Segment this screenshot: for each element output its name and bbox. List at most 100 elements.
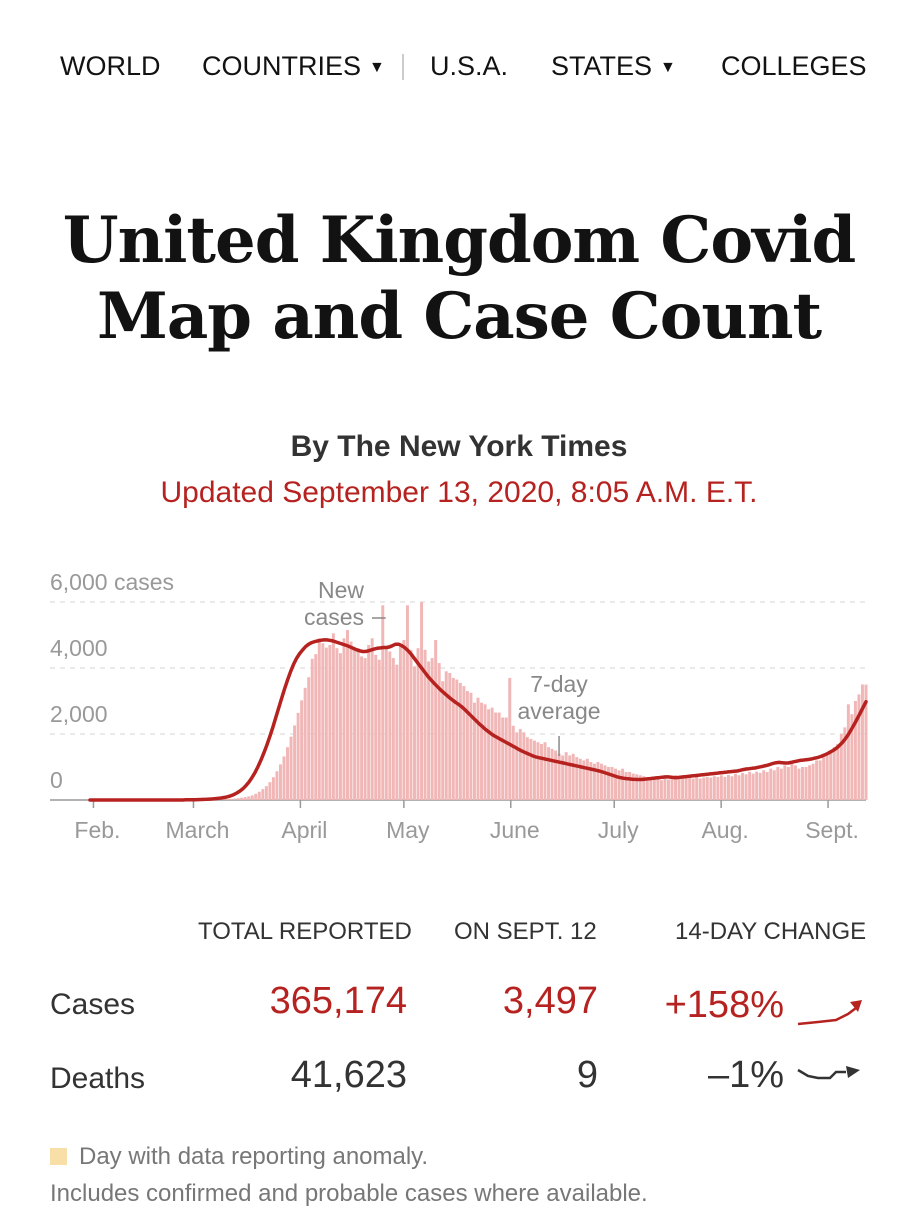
new-cases-bar: [445, 671, 448, 800]
new-cases-bar: [290, 737, 293, 800]
new-cases-bar: [826, 755, 829, 800]
y-tick-label: 6,000 cases: [50, 569, 174, 595]
new-cases-bar: [547, 747, 550, 800]
new-cases-bar: [462, 686, 465, 800]
new-cases-bar: [759, 773, 762, 800]
new-cases-bar: [773, 770, 776, 800]
nav-item-usa[interactable]: U.S.A.: [430, 46, 508, 86]
new-cases-bar: [293, 725, 296, 800]
new-cases-bar: [346, 630, 349, 800]
caret-down-icon: ▼: [660, 59, 676, 76]
new-cases-bar: [741, 773, 744, 800]
new-cases-bar: [716, 777, 719, 800]
new-cases-bar: [233, 799, 236, 800]
nav-item-label: COLLEGES: [721, 51, 867, 81]
new-cases-bar: [357, 648, 360, 800]
new-cases-bar: [836, 744, 839, 800]
new-cases-bar: [240, 798, 243, 800]
new-cases-bar: [417, 648, 420, 800]
new-cases-bar: [720, 775, 723, 800]
new-cases-bar: [494, 713, 497, 800]
new-cases-bar: [392, 658, 395, 800]
anomaly-swatch: [50, 1148, 67, 1165]
nav-item-label: COUNTRIES: [202, 51, 361, 81]
new-cases-bar: [304, 688, 307, 800]
x-tick-label: July: [598, 817, 639, 843]
new-cases-bar: [551, 749, 554, 800]
new-cases-bar: [378, 660, 381, 800]
new-cases-bar: [667, 780, 670, 800]
new-cases-bar: [438, 663, 441, 800]
new-cases-bar: [441, 681, 444, 800]
new-cases-bar: [681, 777, 684, 800]
new-cases-bar: [272, 777, 275, 800]
new-cases-bar: [420, 602, 423, 800]
new-cases-bar: [706, 777, 709, 800]
new-cases-bar: [586, 759, 589, 800]
caret-down-icon: ▼: [369, 59, 385, 76]
new-cases-bar: [321, 643, 324, 800]
new-cases-bar: [275, 771, 278, 800]
new-cases-bar: [237, 798, 240, 800]
new-cases-bar: [819, 760, 822, 800]
new-cases-bar: [371, 638, 374, 800]
new-cases-bar: [385, 647, 388, 800]
new-cases-bar: [512, 726, 515, 800]
new-cases-bar: [776, 767, 779, 800]
new-cases-bar: [829, 751, 832, 801]
new-cases-bar: [685, 777, 688, 800]
new-cases-bar: [325, 648, 328, 800]
new-cases-bar: [459, 683, 462, 800]
x-tick-label: June: [490, 817, 540, 843]
annotation-label: cases: [304, 604, 364, 630]
new-cases-bar: [544, 742, 547, 800]
new-cases-bar: [833, 747, 836, 800]
new-cases-bar: [702, 778, 705, 800]
new-cases-bar: [540, 744, 543, 800]
new-cases-bar: [568, 755, 571, 800]
new-cases-bar: [526, 737, 529, 800]
x-tick-label: March: [166, 817, 230, 843]
nav-item-colleges[interactable]: COLLEGES: [721, 46, 867, 86]
byline: By The New York Times: [0, 430, 918, 464]
new-cases-bar: [399, 647, 402, 800]
new-cases-bar: [480, 703, 483, 800]
new-cases-bar: [699, 779, 702, 800]
nav-item-countries[interactable]: COUNTRIES ▼: [202, 46, 385, 88]
new-cases-bar: [572, 754, 575, 800]
new-cases-bar: [656, 780, 659, 800]
new-cases-bar: [364, 658, 367, 800]
new-cases-bar: [628, 772, 631, 800]
nav-item-states[interactable]: STATES ▼: [551, 46, 676, 88]
new-cases-bar: [727, 775, 730, 800]
new-cases-bar: [713, 776, 716, 800]
new-cases-bar: [487, 709, 490, 800]
deaths-change: –1%: [708, 1054, 784, 1097]
new-cases-bar: [745, 774, 748, 800]
x-tick-label: May: [386, 817, 430, 843]
nav-item-label: STATES: [551, 51, 652, 81]
new-cases-bar: [611, 767, 614, 800]
new-cases-bar: [808, 765, 811, 800]
new-cases-bar: [332, 633, 335, 800]
new-cases-bar: [815, 760, 818, 800]
new-cases-bar: [695, 776, 698, 800]
page-title: United Kingdom Covid Map and Case Count: [60, 203, 858, 355]
new-cases-bar: [360, 656, 363, 800]
new-cases-bar: [801, 767, 804, 800]
nav-item-label: U.S.A.: [430, 51, 508, 81]
updated-timestamp: Updated September 13, 2020, 8:05 A.M. E.…: [0, 476, 918, 510]
nav-item-world[interactable]: WORLD: [60, 46, 161, 86]
new-cases-bar: [783, 765, 786, 800]
new-cases-bar: [434, 640, 437, 800]
new-cases-bar: [413, 666, 416, 800]
new-cases-bar: [671, 777, 674, 800]
new-cases-bar: [311, 659, 314, 800]
new-cases-bar: [374, 655, 377, 800]
new-cases-bar: [265, 786, 268, 800]
new-cases-bar: [448, 673, 451, 800]
new-cases-bar: [477, 698, 480, 800]
new-cases-bar: [752, 774, 755, 800]
